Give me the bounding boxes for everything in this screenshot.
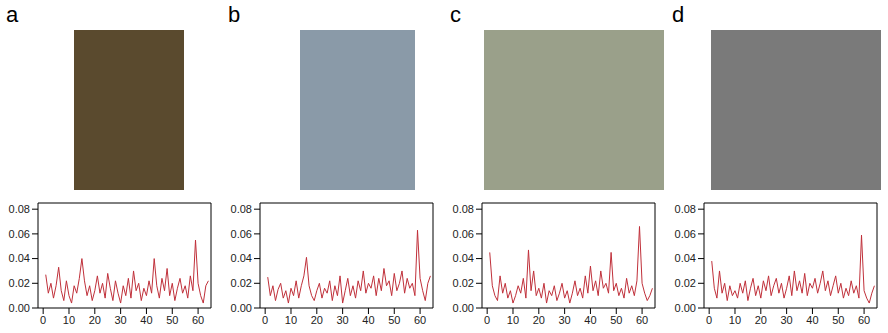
svg-text:30: 30	[559, 314, 571, 326]
svg-text:0.00: 0.00	[675, 302, 696, 314]
svg-text:0: 0	[40, 314, 46, 326]
svg-text:50: 50	[166, 314, 178, 326]
svg-text:0.04: 0.04	[231, 252, 252, 264]
svg-text:0.06: 0.06	[231, 228, 252, 240]
svg-text:60: 60	[858, 314, 870, 326]
svg-text:40: 40	[140, 314, 152, 326]
svg-text:0.02: 0.02	[9, 277, 30, 289]
svg-text:20: 20	[311, 314, 323, 326]
html-text:d: d	[672, 2, 685, 27]
svg-text:20: 20	[533, 314, 545, 326]
svg-text:10: 10	[285, 314, 297, 326]
svg-text:0.00: 0.00	[9, 302, 30, 314]
svg-text:20: 20	[755, 314, 767, 326]
svg-text:10: 10	[63, 314, 75, 326]
svg-text:0.02: 0.02	[231, 277, 252, 289]
svg-text:0.00: 0.00	[453, 302, 474, 314]
html-text:b: b	[228, 2, 241, 27]
svg-text:20: 20	[89, 314, 101, 326]
svg-text:0.04: 0.04	[453, 252, 474, 264]
svg-text:40: 40	[584, 314, 596, 326]
html-text:a: a	[6, 2, 19, 27]
svg-text:0.04: 0.04	[675, 252, 696, 264]
svg-text:0.06: 0.06	[675, 228, 696, 240]
svg-text:0.08: 0.08	[9, 203, 30, 215]
svg-text:0.06: 0.06	[9, 228, 30, 240]
svg-text:10: 10	[729, 314, 741, 326]
svg-text:0.08: 0.08	[231, 203, 252, 215]
svg-text:0.04: 0.04	[9, 252, 30, 264]
html-text:c: c	[450, 2, 461, 27]
svg-text:60: 60	[192, 314, 204, 326]
svg-text:0: 0	[484, 314, 490, 326]
svg-text:0.08: 0.08	[675, 203, 696, 215]
svg-text:60: 60	[414, 314, 426, 326]
svg-text:40: 40	[806, 314, 818, 326]
svg-text:50: 50	[388, 314, 400, 326]
svg-text:30: 30	[781, 314, 793, 326]
svg-text:30: 30	[337, 314, 349, 326]
svg-text:50: 50	[832, 314, 844, 326]
svg-text:0.02: 0.02	[453, 277, 474, 289]
svg-text:10: 10	[507, 314, 519, 326]
svg-text:0: 0	[262, 314, 268, 326]
svg-text:30: 30	[115, 314, 127, 326]
svg-text:40: 40	[362, 314, 374, 326]
svg-text:0.00: 0.00	[231, 302, 252, 314]
svg-text:50: 50	[610, 314, 622, 326]
svg-text:60: 60	[636, 314, 648, 326]
svg-text:0.02: 0.02	[675, 277, 696, 289]
svg-text:0.06: 0.06	[453, 228, 474, 240]
svg-text:0.08: 0.08	[453, 203, 474, 215]
svg-text:0: 0	[706, 314, 712, 326]
